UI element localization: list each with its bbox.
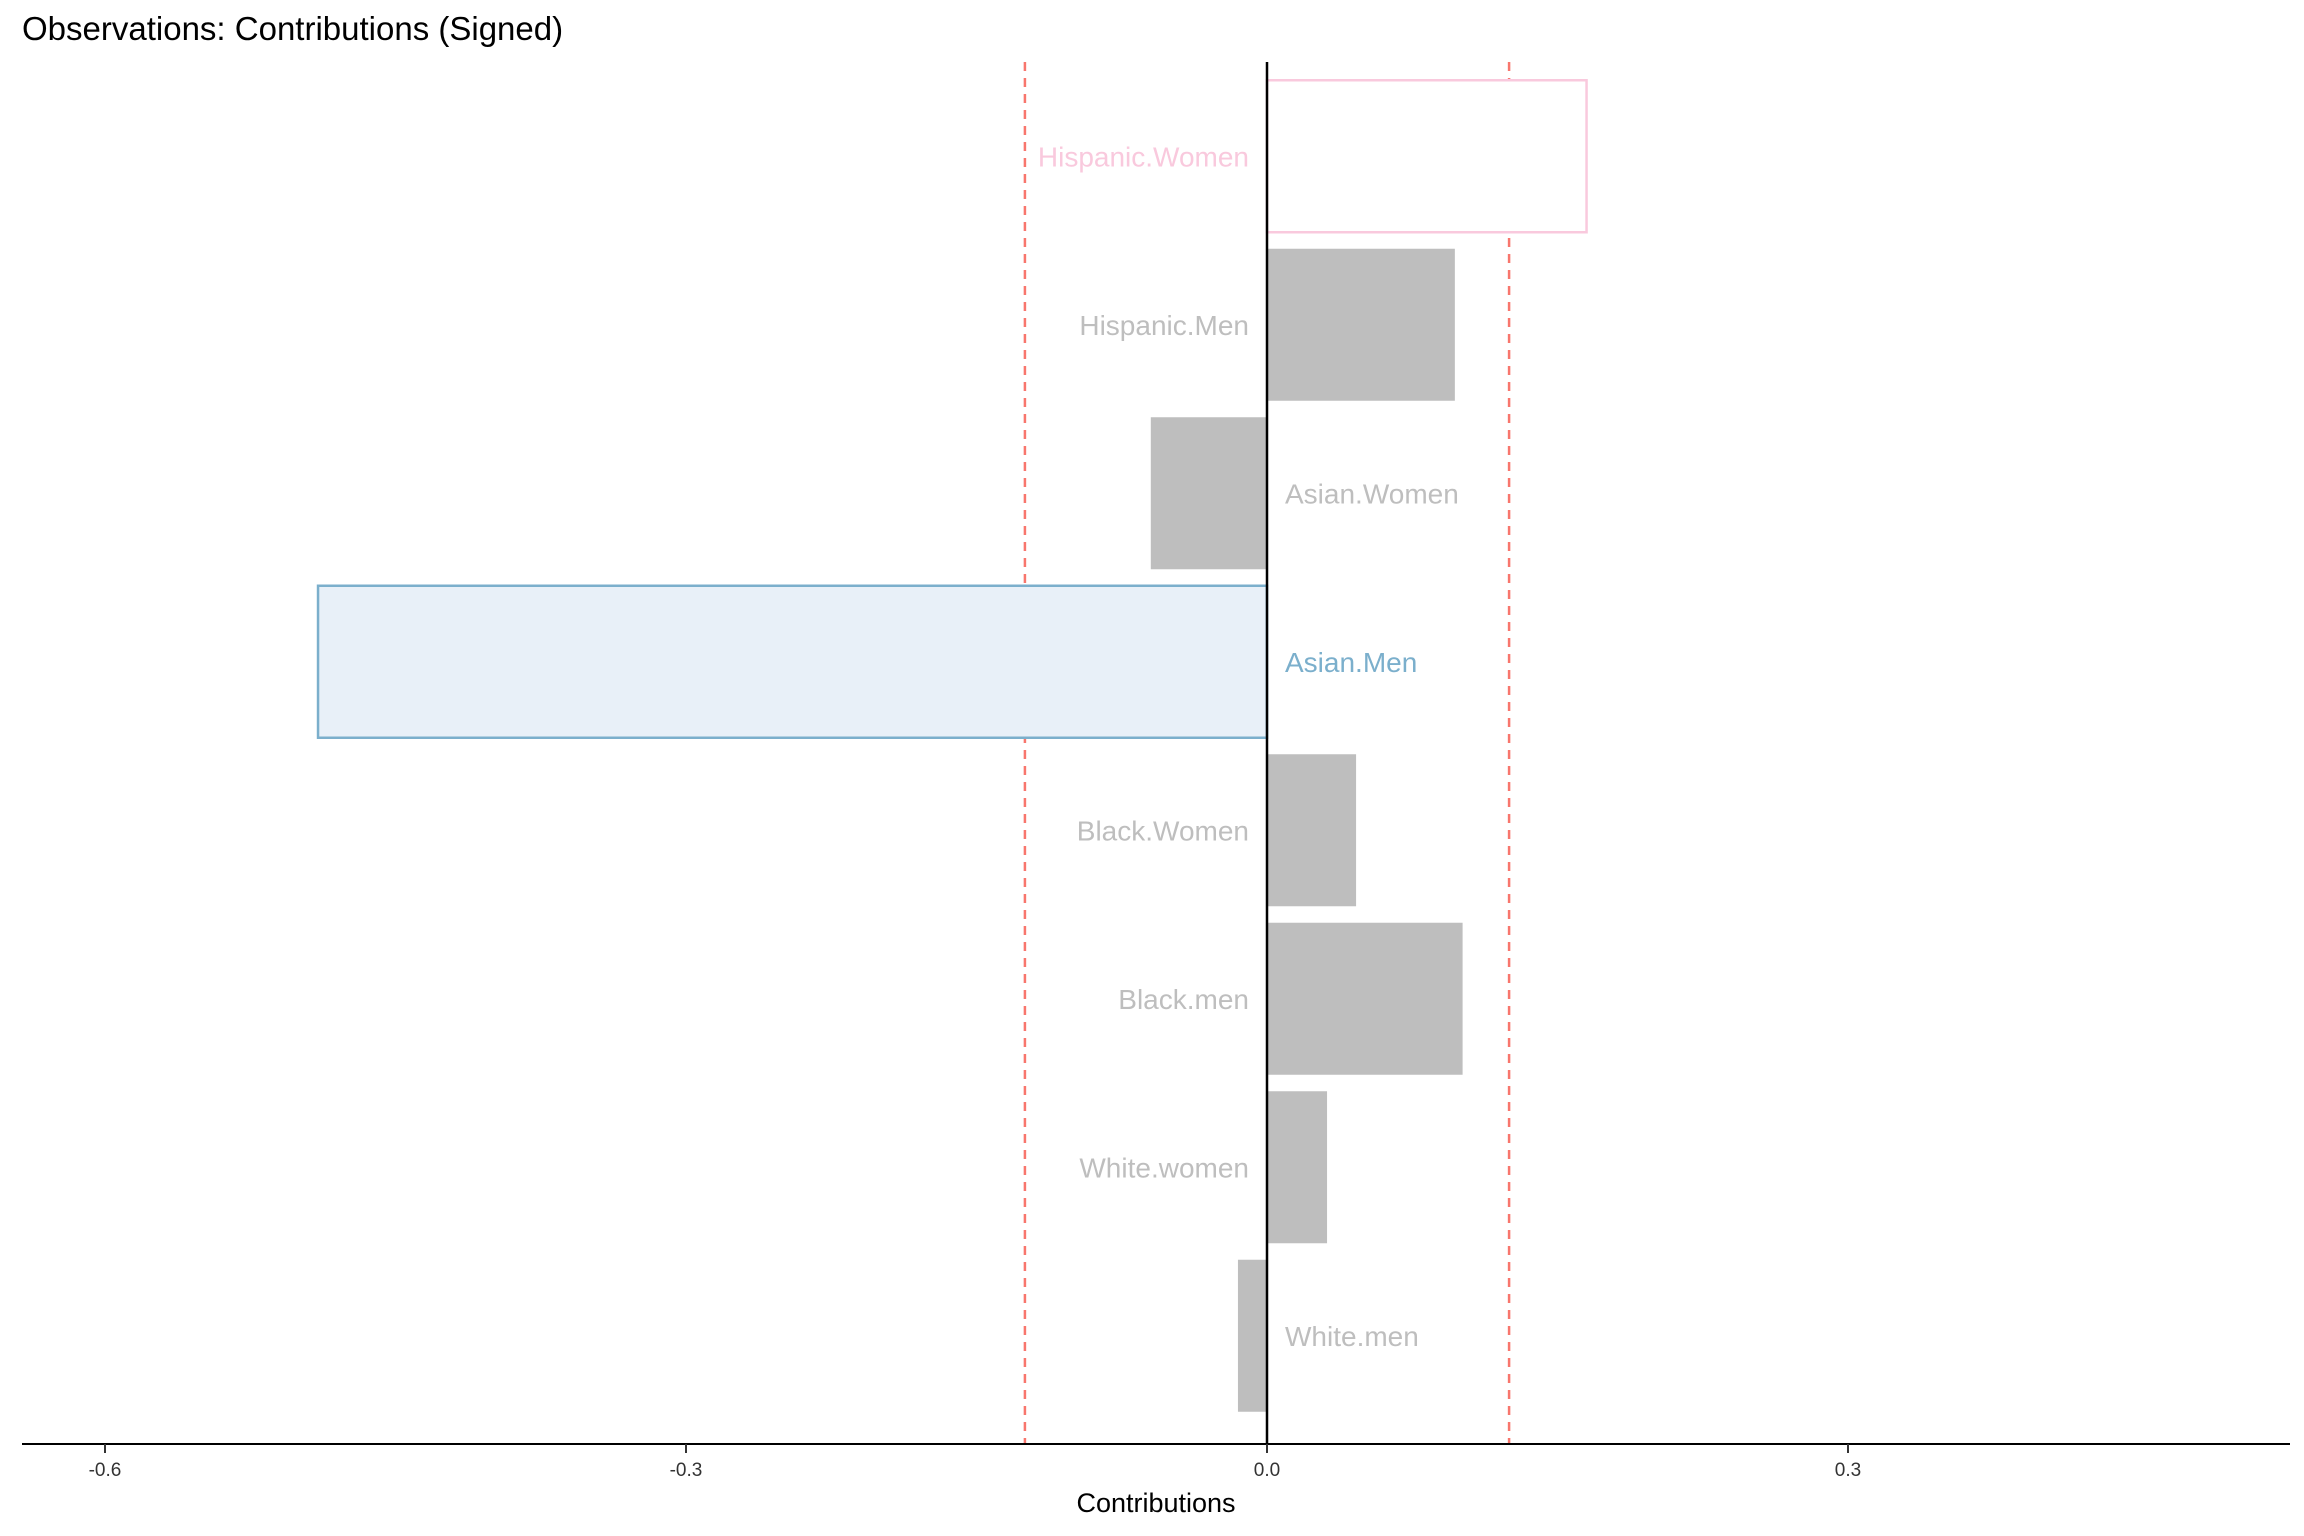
bar-black-women [1267,754,1357,907]
bar-label-white-men: White.men [1285,1321,1419,1352]
bar-hispanic-women [1265,79,1588,234]
chart-title: Observations: Contributions (Signed) [22,10,563,47]
bar-label-asian-men: Asian.Men [1285,647,1417,678]
bars [316,79,1588,1412]
bar-asian-men [316,584,1269,739]
bar-white-women [1267,1091,1328,1244]
bar-hispanic-men [1267,248,1455,401]
bar-label-hispanic-men: Hispanic.Men [1079,310,1249,341]
bar-black-men [1267,922,1463,1075]
x-tick-label: -0.3 [670,1460,703,1481]
x-axis-ticks: -0.6 -0.3 0.0 0.3 [89,1444,1861,1481]
x-tick-label: 0.0 [1254,1460,1280,1481]
bar-label-black-women: Black.Women [1077,815,1249,846]
bar-label-black-men: Black.men [1118,984,1249,1015]
bar-asian-women [1150,417,1267,570]
bar-labels: Hispanic.Women Hispanic.Men Asian.Women Asi… [1038,141,1459,1352]
bar-label-hispanic-women: Hispanic.Women [1038,141,1249,172]
x-tick-label: -0.6 [89,1460,122,1481]
x-tick-label: 0.3 [1835,1460,1861,1481]
bar-label-asian-women: Asian.Women [1285,478,1459,509]
x-axis-title: Contributions [1076,1488,1235,1518]
threshold-lines [1023,62,1511,1444]
bar-white-men [1237,1259,1267,1412]
bar-label-white-women: White.women [1079,1152,1249,1183]
